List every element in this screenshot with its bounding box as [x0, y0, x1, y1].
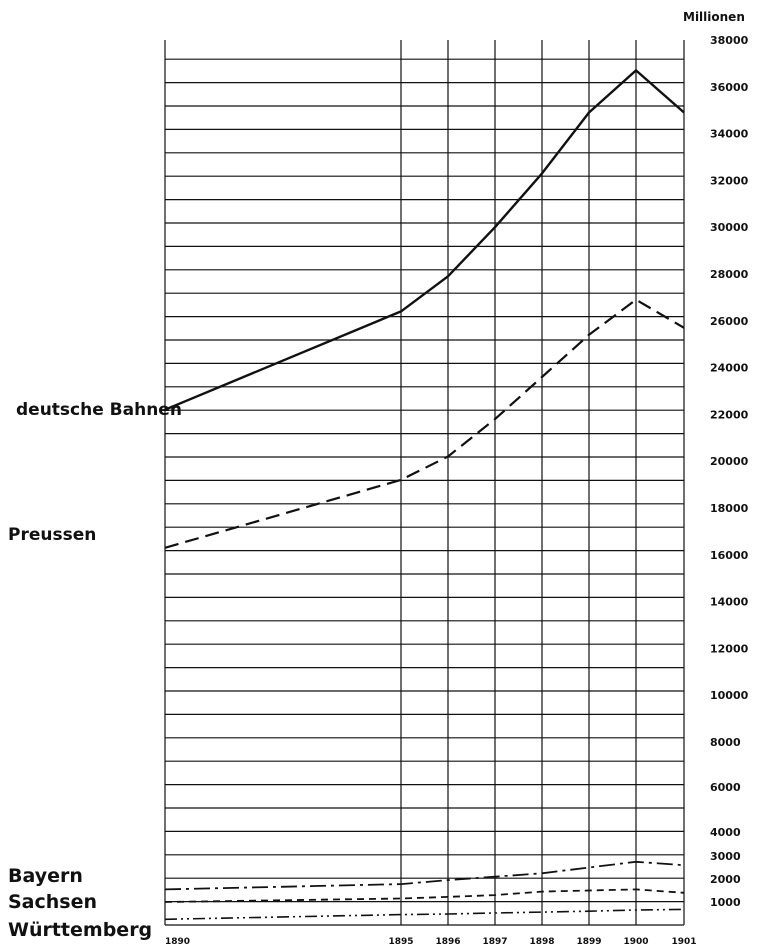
vertical-gridlines [164, 40, 685, 925]
series-labels: deutsche Bahnen Preussen Bayern Sachsen Würt… [8, 400, 182, 941]
x-tick-label: 1895 [388, 937, 413, 947]
x-tick-label: 1897 [482, 937, 507, 947]
x-tick-labels: 1890 1895 1896 1897 1898 1899 1900 1901 [165, 937, 697, 947]
series-label-0: deutsche Bahnen [16, 400, 182, 420]
y-tick-label: 18000 [710, 502, 749, 515]
x-tick-label: 1899 [576, 937, 601, 947]
series-line-3 [164, 888, 685, 903]
y-tick-label: 26000 [710, 315, 749, 328]
y-tick-label: 20000 [710, 455, 749, 468]
y-tick-label: 12000 [710, 642, 749, 655]
x-tick-label: 1898 [529, 937, 554, 947]
horizontal-gridlines [165, 58, 684, 926]
y-tick-label: 6000 [710, 781, 741, 794]
series-line-4 [164, 908, 685, 921]
series-line-2 [164, 860, 685, 891]
y-tick-label: 22000 [710, 408, 749, 421]
x-tick-label: 1900 [623, 937, 648, 947]
y-tick-label: 36000 [710, 81, 749, 94]
series-label-1: Preussen [8, 525, 96, 545]
y-tick-labels: 1000 2000 3000 4000 6000 8000 10000 12000 14000 1… [710, 34, 749, 909]
x-tick-label: 1896 [435, 937, 460, 947]
y-tick-label: 24000 [710, 362, 749, 375]
series-line-0 [164, 69, 685, 411]
series-lines [164, 69, 685, 921]
y-tick-label: 8000 [710, 736, 741, 749]
y-tick-label: 38000 [710, 34, 749, 47]
y-tick-label: 2000 [710, 873, 741, 886]
x-tick-label: 1901 [671, 937, 696, 947]
series-line-1 [164, 298, 685, 549]
series-label-3: Sachsen [8, 891, 97, 913]
y-tick-label: 3000 [710, 850, 741, 863]
y-tick-label: 28000 [710, 268, 749, 281]
y-tick-label: 1000 [710, 896, 741, 909]
y-tick-label: 4000 [710, 826, 741, 839]
y-tick-label: 14000 [710, 596, 749, 609]
y-tick-label: 30000 [710, 221, 749, 234]
y-tick-label: 10000 [710, 689, 749, 702]
y-tick-label: 34000 [710, 128, 749, 141]
y-axis-unit-label: Millionen [683, 10, 745, 24]
x-tick-label: 1890 [165, 937, 190, 947]
series-label-2: Bayern [8, 865, 83, 887]
y-tick-label: 32000 [710, 174, 749, 187]
y-tick-label: 16000 [710, 549, 749, 562]
series-label-4: Württemberg [8, 919, 152, 941]
